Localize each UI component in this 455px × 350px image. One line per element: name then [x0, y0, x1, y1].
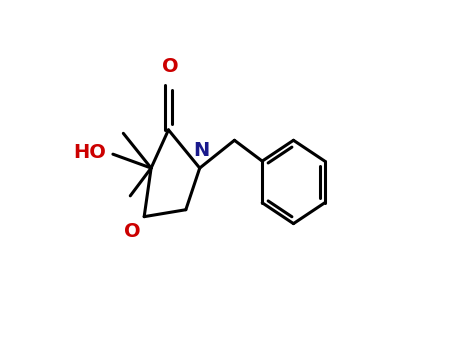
Text: N: N	[193, 141, 210, 160]
Text: O: O	[124, 222, 140, 241]
Text: O: O	[162, 57, 178, 76]
Text: HO: HO	[73, 143, 106, 162]
